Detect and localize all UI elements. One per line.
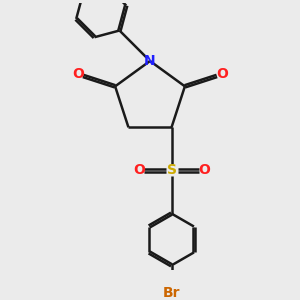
Text: Br: Br — [163, 286, 180, 300]
Text: O: O — [198, 164, 210, 178]
Text: N: N — [144, 54, 156, 68]
Text: S: S — [167, 164, 176, 178]
Text: O: O — [133, 164, 145, 178]
Text: O: O — [72, 67, 84, 81]
Text: O: O — [216, 67, 228, 81]
